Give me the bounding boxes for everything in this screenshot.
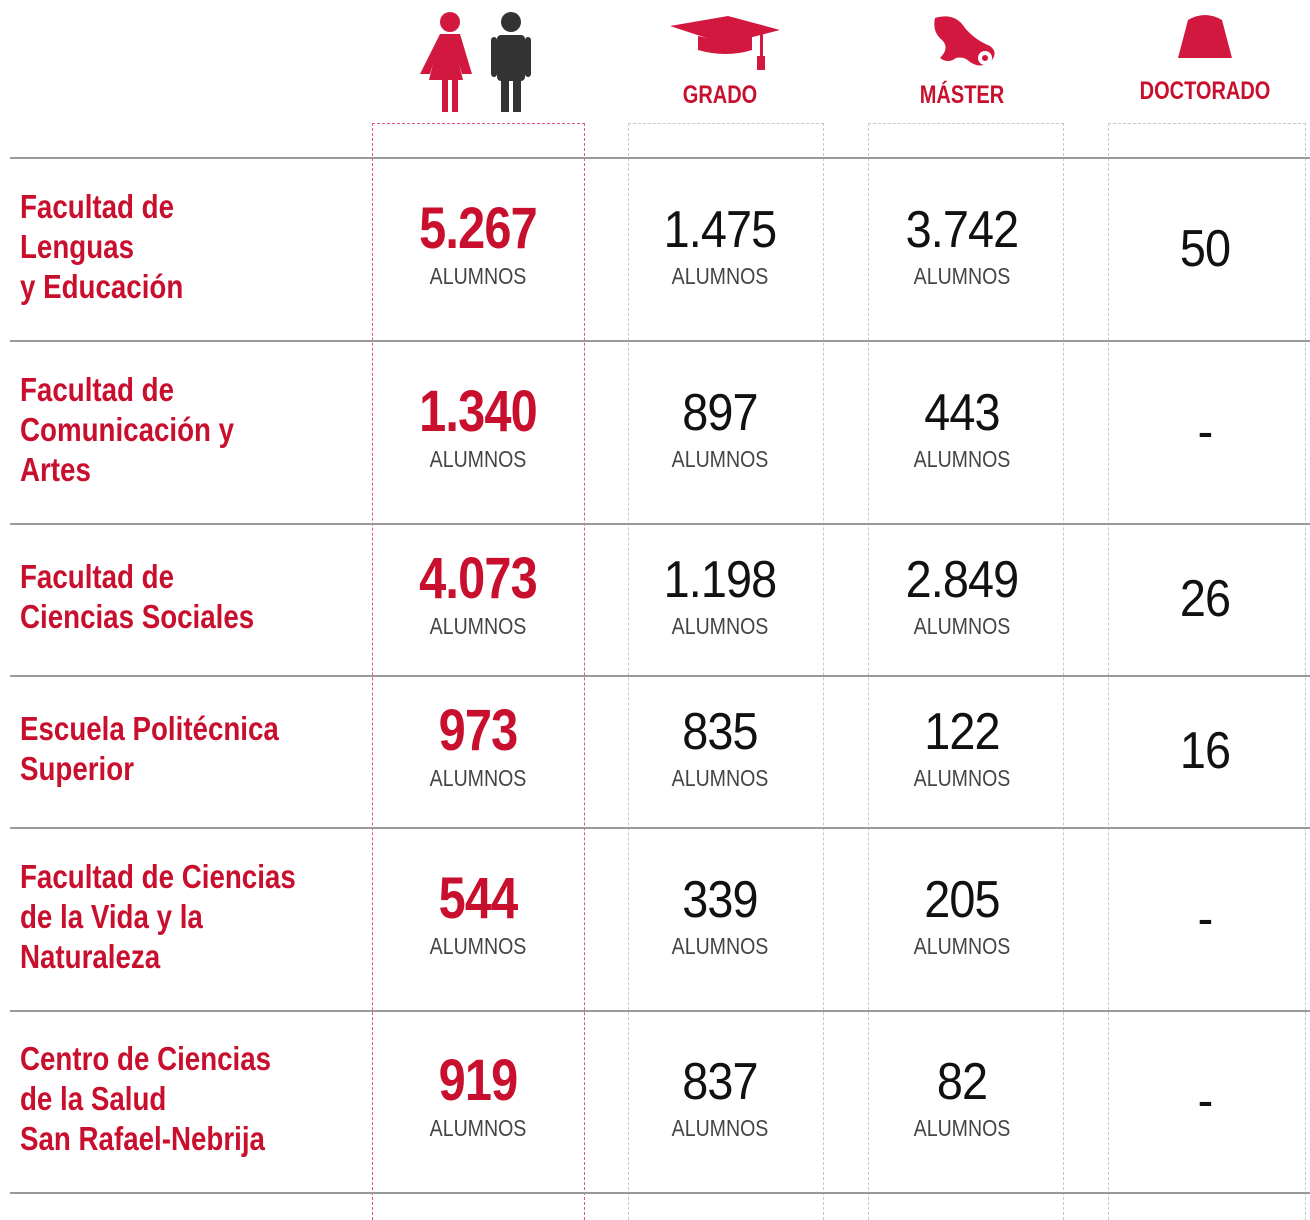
total-value: 544 [438,865,519,931]
grado-value: 897 [682,383,758,442]
doctorado-value: 50 [1179,219,1231,278]
row-divider [10,523,1310,525]
unit-label: ALUMNOS [429,932,527,959]
unit-label: ALUMNOS [671,613,769,639]
unit-label: ALUMNOS [429,445,527,472]
master-value: 82 [936,1053,988,1111]
doctorado-value: - [1197,889,1214,948]
row-divider [10,675,1310,677]
gown-icon [1178,15,1232,58]
unit-label: ALUMNOS [913,765,1011,791]
unit-label: ALUMNOS [429,262,527,289]
row-label: Lenguas [20,227,134,265]
unit-label: ALUMNOS [671,932,769,959]
master-column [868,123,1064,1220]
total-column [372,123,585,1220]
unit-label: ALUMNOS [671,1115,769,1141]
total-value: 919 [438,1048,519,1113]
unit-label: ALUMNOS [913,932,1011,959]
doctorado-value: 26 [1179,570,1231,628]
column-header: DOCTORADO [1139,77,1271,105]
doctorado-column [1108,123,1306,1220]
column-header: GRADO [682,81,758,109]
cap-icon [670,16,780,70]
doctorado-value: 16 [1179,722,1231,780]
row-divider [10,827,1310,829]
row-label: y Educación [20,267,184,305]
doctorado-value: - [1197,402,1214,461]
doctorado-value: - [1197,1072,1214,1130]
total-value: 4.073 [419,546,538,611]
master-value: 122 [924,703,1000,761]
row-divider [10,1010,1310,1012]
row-label: Facultad de [20,370,175,408]
unit-label: ALUMNOS [671,445,769,472]
row-label: Facultad de Ciencias [20,857,296,895]
total-value: 5.267 [419,195,538,261]
row-label: Artes [20,450,91,488]
row-label: de la Salud [20,1080,167,1117]
column-header: MÁSTER [919,81,1005,109]
unit-label: ALUMNOS [913,613,1011,639]
unit-label: ALUMNOS [671,262,769,289]
master-value: 205 [924,870,1000,929]
master-value: 3.742 [905,200,1020,259]
row-label: Naturaleza [20,937,161,975]
total-value: 973 [438,698,519,763]
row-label: Ciencias Sociales [20,598,255,635]
grado-value: 339 [682,870,758,929]
unit-label: ALUMNOS [429,1115,527,1141]
unit-label: ALUMNOS [429,765,527,791]
row-label: San Rafael-Nebrija [20,1120,265,1157]
grado-value: 1.198 [663,551,778,609]
unit-label: ALUMNOS [671,765,769,791]
grado-column [628,123,824,1220]
row-label: Superior [20,750,134,787]
row-label: de la Vida y la [20,897,203,935]
master-value: 2.849 [905,551,1020,609]
row-label: Escuela Politécnica [20,710,279,747]
grado-value: 837 [682,1053,758,1111]
man-icon [491,12,531,112]
unit-label: ALUMNOS [913,262,1011,289]
row-divider [10,1192,1310,1194]
master-value: 443 [924,383,1000,442]
row-label: Comunicación y [20,410,235,448]
woman-icon [420,12,472,112]
row-divider [10,340,1310,342]
unit-label: ALUMNOS [429,613,527,639]
row-divider [10,157,1310,159]
row-label: Centro de Ciencias [20,1040,272,1077]
unit-label: ALUMNOS [913,445,1011,472]
row-label: Facultad de [20,187,175,225]
grado-value: 1.475 [663,200,778,259]
grado-value: 835 [682,703,758,761]
unit-label: ALUMNOS [913,1115,1011,1141]
total-value: 1.340 [419,378,538,444]
row-label: Facultad de [20,558,175,595]
icons [420,12,1232,112]
scroll-icon [934,16,995,66]
